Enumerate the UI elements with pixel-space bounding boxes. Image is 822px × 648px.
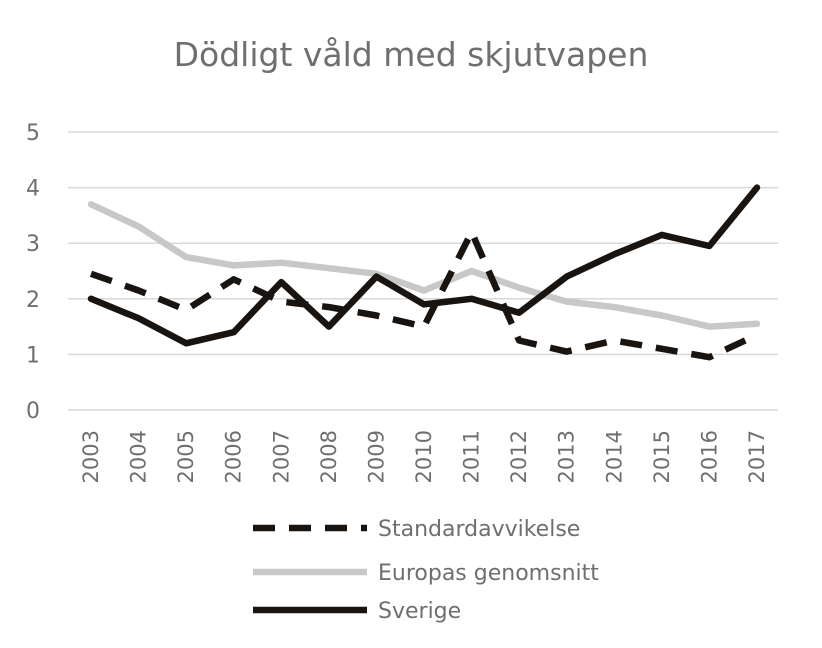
- y-tick-label: 1: [26, 343, 40, 368]
- x-tick-label: 2014: [602, 430, 626, 483]
- x-axis-ticks: 2003 2004 2005 2006 2007 2008 2009 2010 2011 2012…: [79, 430, 769, 483]
- x-tick-label: 2005: [174, 430, 198, 483]
- series-lines: [87, 184, 761, 361]
- y-axis-ticks: 0 1 2 3 4 5: [26, 121, 40, 424]
- x-tick-label: 2013: [555, 430, 579, 483]
- x-tick-label: 2009: [364, 430, 388, 483]
- gridlines: [68, 131, 778, 411]
- x-tick-label: 2008: [317, 430, 341, 483]
- x-tick-label: 2004: [127, 430, 151, 483]
- x-tick-label: 2007: [269, 430, 293, 483]
- y-tick-label: 4: [26, 177, 40, 202]
- x-tick-label: 2015: [650, 430, 674, 483]
- x-tick-label: 2010: [412, 430, 436, 483]
- legend-label: Europas genomsnitt: [378, 561, 599, 586]
- y-tick-label: 0: [26, 399, 40, 424]
- x-tick-label: 2016: [697, 430, 721, 483]
- y-tick-label: 3: [26, 232, 40, 257]
- y-tick-label: 2: [26, 288, 40, 313]
- x-tick-label: 2003: [79, 430, 103, 483]
- y-tick-label: 5: [26, 121, 40, 146]
- series-line-standardavvikelse: [89, 228, 759, 361]
- legend-label: Sverige: [378, 599, 461, 624]
- series-line-europas-genomsnitt: [87, 201, 761, 330]
- x-tick-label: 2006: [222, 430, 246, 483]
- x-tick-label: 2017: [745, 430, 769, 483]
- x-tick-label: 2012: [507, 430, 531, 483]
- series-line-sverige: [87, 184, 761, 347]
- x-tick-label: 2011: [460, 430, 484, 483]
- legend: Standardavvikelse Europas genomsnitt Sveri…: [253, 517, 599, 624]
- chart-title: Dödligt våld med skjutvapen: [174, 35, 649, 74]
- legend-label: Standardavvikelse: [378, 517, 580, 542]
